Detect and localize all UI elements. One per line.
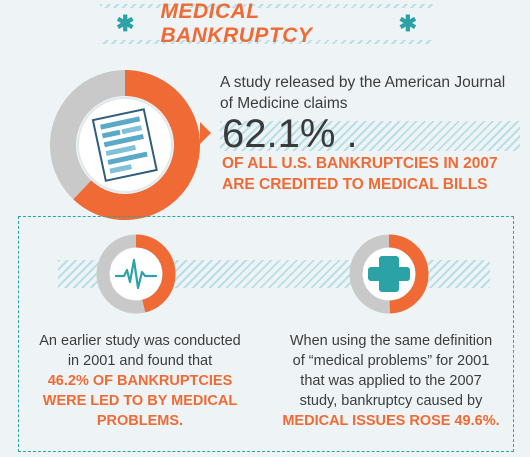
highlight-line: MEDICAL ISSUES ROSE 49.6%. [282,413,500,429]
highlight-line: 46.2% OF BANKRUPTCIES [47,373,233,389]
donut-fill-arc [388,234,429,314]
highlight-line: WERE LED TO BY MEDICAL [42,393,238,409]
intro-text: A study released by the American Journal… [220,74,506,112]
headline-line: OF ALL U.S. BANKRUPTCIES IN 2007 [222,155,498,172]
main-headline: OF ALL U.S. BANKRUPTCIES IN 2007 ARE CRE… [222,153,522,195]
text-line: study, bankruptcy caused by [299,393,483,409]
document-icon [91,108,158,182]
donut-fill-arc [73,70,200,220]
chevron-right-icon [200,122,211,144]
text-line: in 2001 and found that [67,353,213,369]
highlight-line: PROBLEMS. [96,413,184,429]
right-card-text: When using the same definition of “medic… [268,331,514,431]
right-donut-chart [349,234,429,314]
main-percentage: 62.1% . [222,112,358,156]
text-line: of “medical problems” for 2001 [292,353,490,369]
text-line: When using the same definition [289,333,493,349]
left-card-text: An earlier study was conducted in 2001 a… [26,331,254,431]
asterisk-icon: ✱ [398,11,417,36]
asterisk-icon: ✱ [116,11,135,36]
headline-line: ARE CREDITED TO MEDICAL BILLS [222,176,488,193]
hatch-band [220,121,520,151]
title-banner: ✱ MEDICAL BANKRUPTCY ✱ [100,0,433,47]
page-title: MEDICAL BANKRUPTCY [160,0,313,47]
main-donut-chart [50,70,200,220]
donut-fill-arc [135,234,176,313]
text-line: An earlier study was conducted [39,333,241,349]
medical-cross-icon [368,256,410,292]
title-box: ✱ MEDICAL BANKRUPTCY ✱ [100,0,433,47]
text-line: that was applied to the 2007 [300,373,482,389]
comparison-panel [18,216,514,452]
heartbeat-icon [114,258,158,290]
left-donut-chart [96,234,176,314]
